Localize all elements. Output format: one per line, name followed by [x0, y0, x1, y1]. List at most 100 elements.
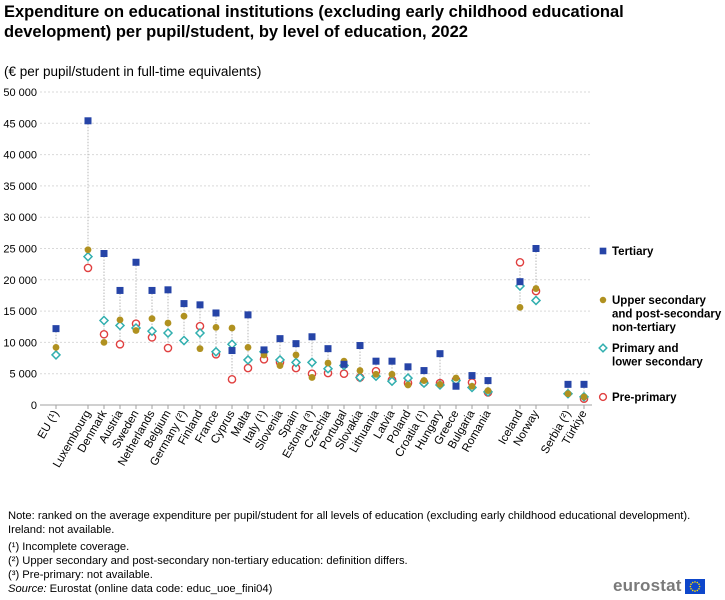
data-point [115, 339, 125, 349]
source-label: Source: [8, 583, 47, 595]
data-point [324, 345, 332, 353]
data-point [452, 382, 460, 390]
flag-star [697, 582, 700, 585]
flag-star [696, 581, 698, 583]
data-point [530, 295, 542, 306]
legend-label: Pre-primary [612, 392, 677, 404]
data-point [292, 351, 300, 359]
data-point [420, 377, 428, 384]
data-point [132, 258, 140, 266]
data-point [146, 326, 158, 337]
y-axis: 0 5 000 10 000 15 000 20 000 25 000 30 000 35 0… [3, 87, 37, 412]
y-tick-label: 45 000 [3, 118, 37, 130]
legend-label: Tertiary [612, 246, 654, 258]
data-point [164, 286, 172, 294]
y-tick-label: 5 000 [9, 369, 37, 381]
data-point [163, 343, 173, 353]
footnote-1: (¹) Incomplete coverage. [8, 541, 130, 553]
data-point [516, 278, 524, 286]
data-point [372, 357, 380, 365]
data-point [227, 375, 237, 384]
data-point [196, 345, 204, 353]
y-tick-label: 50 000 [3, 87, 37, 99]
legend-marker [598, 392, 608, 402]
data-point [228, 347, 236, 355]
flag-star [691, 589, 694, 591]
data-point [436, 350, 444, 358]
data-point [242, 354, 254, 365]
data-point [84, 117, 92, 125]
data-point [306, 357, 318, 368]
note-text: Note: ranked on the average expenditure … [8, 510, 691, 536]
flag-star [696, 589, 698, 591]
data-point [468, 372, 476, 380]
flag-star [693, 589, 696, 592]
data-point [276, 335, 284, 343]
y-tick-label: 20 000 [3, 275, 37, 287]
flag-star [689, 582, 692, 585]
y-tick-label: 35 000 [3, 181, 37, 193]
data-point [99, 329, 109, 339]
data-point [308, 374, 316, 381]
data-point [116, 286, 124, 294]
legend-marker [598, 343, 608, 353]
data-point [436, 380, 444, 388]
legend-label: lower secondary [612, 357, 703, 369]
y-tick-label: 10 000 [3, 337, 37, 349]
data-point [292, 340, 300, 348]
data-point [180, 300, 188, 308]
data-point [196, 301, 204, 309]
flag-star [693, 580, 696, 583]
data-point [100, 339, 108, 346]
legend-label: non-tertiary [612, 322, 677, 334]
data-point [228, 324, 236, 332]
data-point [82, 251, 94, 262]
data-point [116, 316, 124, 324]
data-point [212, 309, 220, 317]
flag-field [684, 578, 705, 594]
data-point [452, 374, 460, 382]
data-point [162, 327, 174, 339]
data-point [244, 311, 252, 319]
source-line: Source: Eurostat (online data code: educ… [8, 582, 718, 596]
data-point [515, 257, 525, 267]
legend-label: Primary and [612, 343, 678, 355]
data-points [50, 117, 590, 404]
flag-star [689, 585, 691, 587]
gridlines [40, 91, 592, 375]
data-point [388, 370, 396, 378]
footnotes: Note: ranked on the average expenditure … [8, 509, 718, 596]
data-point [83, 263, 93, 273]
data-point [404, 381, 412, 389]
footnote-2: (²) Upper secondary and post-secondary n… [8, 555, 408, 567]
y-tick-label: 30 000 [3, 212, 37, 224]
flag-star [689, 587, 692, 590]
legend-marker [599, 296, 607, 304]
eurostat-logo: eurostat [613, 576, 705, 596]
data-point [354, 372, 366, 383]
y-tick-label: 15 000 [3, 306, 37, 318]
data-point [532, 245, 540, 252]
flag-star [691, 581, 694, 583]
data-point [260, 346, 268, 354]
data-point [580, 393, 588, 401]
chart-subtitle: (€ per pupil/student in full-time equiva… [4, 64, 262, 79]
legend-marker [599, 247, 607, 255]
data-point [340, 360, 348, 368]
flag-star [697, 587, 700, 590]
data-point [420, 367, 428, 375]
data-point [339, 369, 349, 379]
data-point [243, 363, 253, 373]
data-point [148, 315, 156, 323]
data-point [114, 320, 126, 331]
data-point [148, 286, 156, 294]
data-point [516, 303, 524, 311]
data-point [178, 335, 190, 346]
data-point [308, 333, 316, 341]
legend-label: and post-secondary [612, 309, 722, 321]
data-point [52, 344, 60, 351]
y-tick-label: 0 [31, 400, 37, 412]
chart-title: Expenditure on educational institutions … [4, 3, 624, 41]
logo-text: eurostat [613, 576, 682, 595]
y-tick-label: 40 000 [3, 150, 37, 162]
